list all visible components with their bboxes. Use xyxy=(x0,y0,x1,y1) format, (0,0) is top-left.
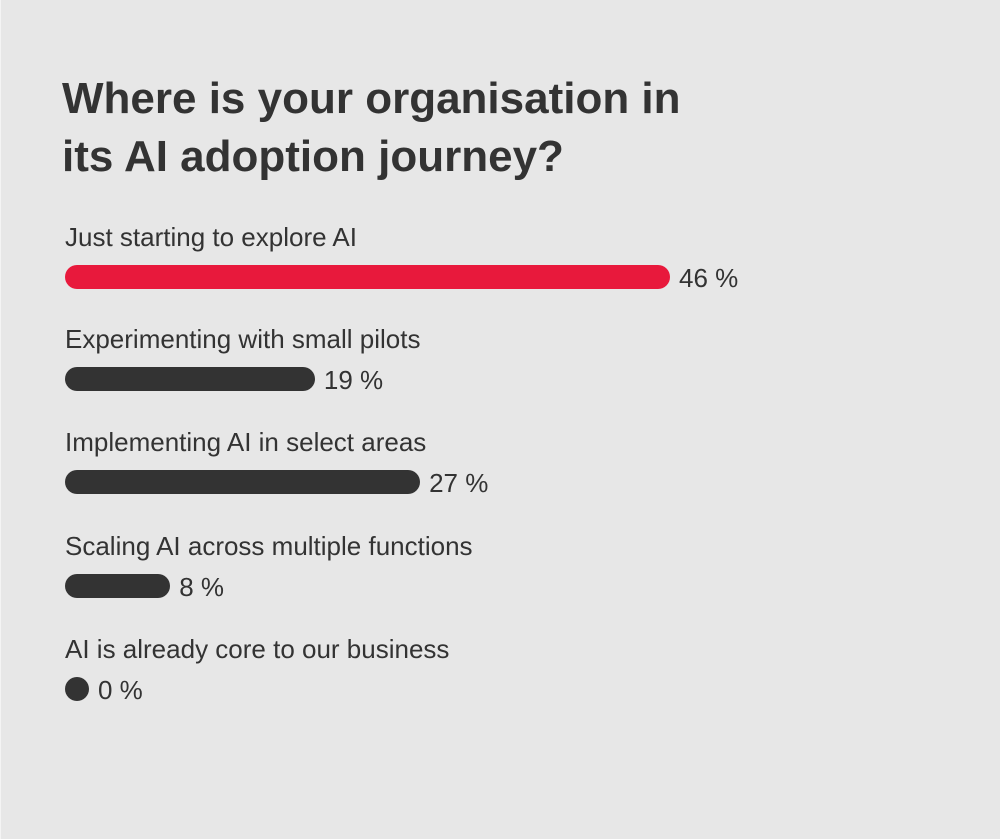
poll-row: Scaling AI across multiple functions 8 % xyxy=(65,531,965,621)
option-label: Scaling AI across multiple functions xyxy=(65,531,473,561)
poll-row: Just starting to explore AI 46 % xyxy=(65,222,965,312)
option-label: Just starting to explore AI xyxy=(65,222,357,252)
option-bar xyxy=(65,677,89,701)
chart-title: Where is your organisation in its AI ado… xyxy=(62,74,681,181)
option-label: AI is already core to our business xyxy=(65,634,450,664)
option-percentage: 46 % xyxy=(679,263,739,293)
poll-row: Experimenting with small pilots 19 % xyxy=(65,324,965,414)
option-bar xyxy=(65,574,171,598)
left-edge-divider xyxy=(0,0,1,839)
option-percentage: 19 % xyxy=(323,365,384,395)
option-percentage: 27 % xyxy=(429,468,489,498)
option-bar xyxy=(65,470,421,494)
option-bar xyxy=(65,265,670,289)
poll-row: AI is already core to our business 0 % xyxy=(65,634,965,724)
poll-chart: Just starting to explore AI 46 % Experimen… xyxy=(65,0,965,839)
option-label: Implementing AI in select areas xyxy=(65,427,427,457)
option-label: Experimenting with small pilots xyxy=(65,324,421,354)
option-bar xyxy=(65,367,315,391)
poll-row: Implementing AI in select areas 27 % xyxy=(65,427,965,517)
option-percentage: 0 % xyxy=(98,675,143,705)
option-percentage: 8 % xyxy=(179,572,225,602)
